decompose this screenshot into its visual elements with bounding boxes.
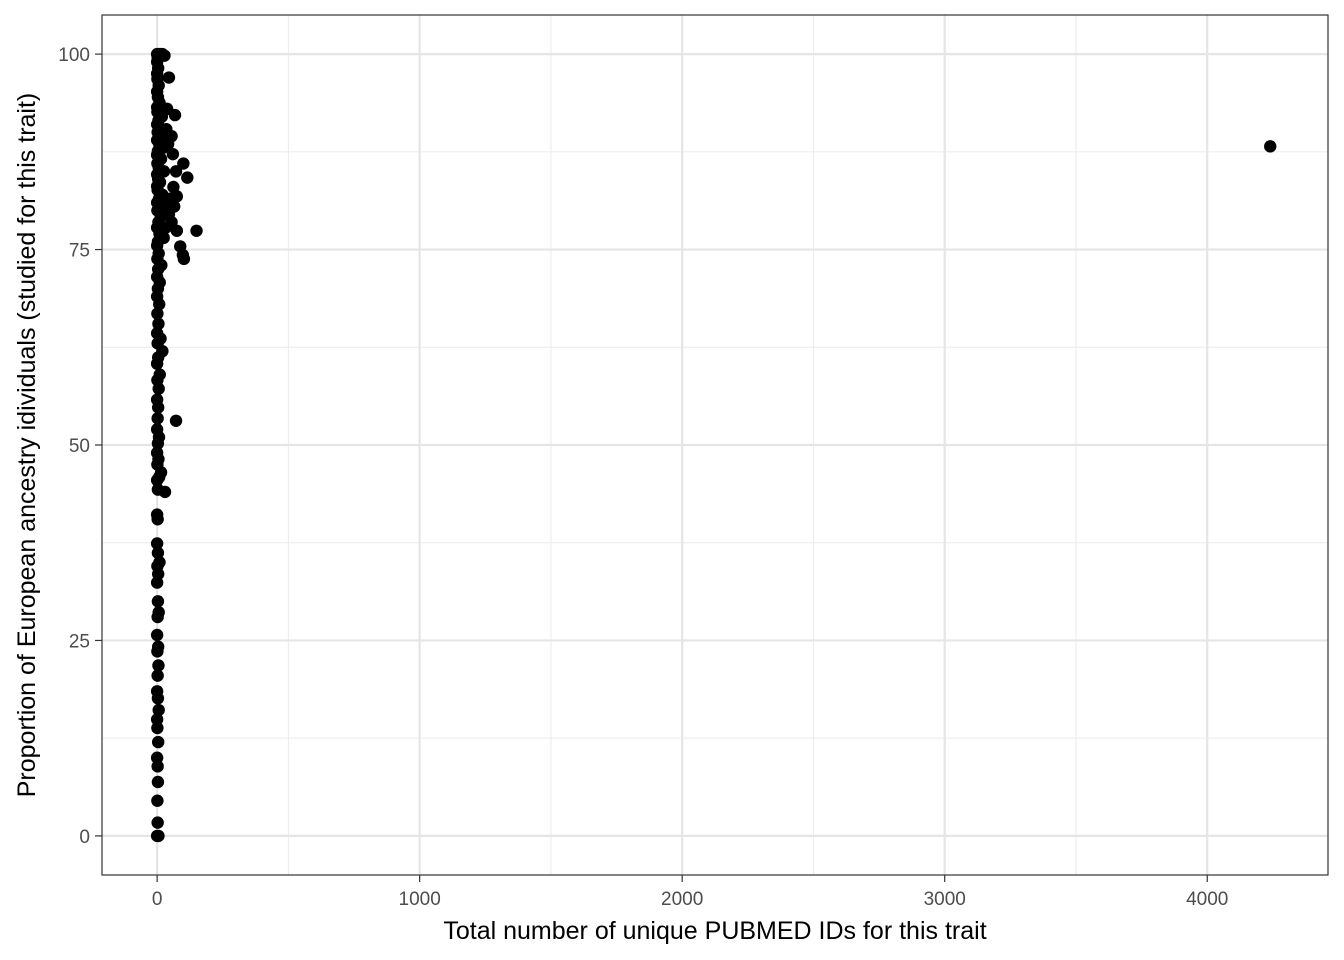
data-point (177, 157, 190, 170)
y-axis-title: Proportion of European ancestry idividua… (13, 93, 41, 798)
x-tick-label: 0 (152, 889, 163, 910)
x-axis-ticks: 0 1000 2000 3000 4000 (152, 875, 1228, 910)
data-point (169, 165, 183, 178)
data-point (169, 414, 183, 427)
data-point (152, 703, 165, 717)
data-point (150, 508, 164, 521)
data-point (150, 446, 164, 460)
data-point (167, 180, 180, 194)
data-point (150, 751, 164, 764)
data-point (153, 556, 166, 569)
data-point (151, 546, 165, 560)
data-point (151, 640, 165, 653)
data-point (153, 368, 166, 381)
data-point (168, 108, 182, 122)
y-tick-label: 0 (79, 827, 90, 848)
data-point (181, 171, 194, 184)
data-point (150, 713, 164, 726)
data-point (151, 595, 165, 608)
x-axis-title: Total number of unique PUBMED IDs for th… (443, 917, 986, 945)
data-points (150, 47, 1277, 843)
data-point (150, 327, 164, 340)
data-point (161, 137, 175, 151)
data-point (150, 628, 164, 642)
data-point (151, 794, 164, 807)
data-point (151, 775, 165, 789)
x-tick-label: 3000 (924, 889, 966, 910)
data-point (170, 224, 184, 237)
x-tick-label: 2000 (661, 889, 703, 910)
x-tick-label: 1000 (399, 889, 441, 910)
data-point (150, 393, 164, 406)
y-axis-ticks: 0 25 50 75 100 (58, 45, 102, 848)
data-point (177, 252, 191, 266)
data-point (151, 816, 164, 829)
data-point (166, 147, 180, 161)
data-point (152, 829, 165, 843)
data-point (162, 71, 176, 84)
data-point (151, 307, 164, 320)
data-point (150, 423, 164, 436)
y-tick-label: 25 (69, 631, 90, 652)
data-point (152, 317, 165, 331)
y-tick-label: 75 (69, 241, 90, 262)
y-tick-label: 50 (69, 436, 90, 457)
data-point (151, 483, 165, 496)
data-point (151, 412, 164, 425)
y-tick-label: 100 (58, 45, 90, 66)
data-point (159, 221, 172, 234)
x-tick-label: 4000 (1186, 889, 1228, 910)
data-point (152, 606, 165, 619)
data-point (151, 669, 164, 682)
data-point (150, 537, 164, 550)
data-point (151, 735, 165, 749)
data-point (158, 49, 171, 62)
data-point (190, 224, 203, 237)
data-point (152, 659, 165, 672)
data-point (1264, 140, 1277, 153)
data-point (150, 685, 164, 698)
